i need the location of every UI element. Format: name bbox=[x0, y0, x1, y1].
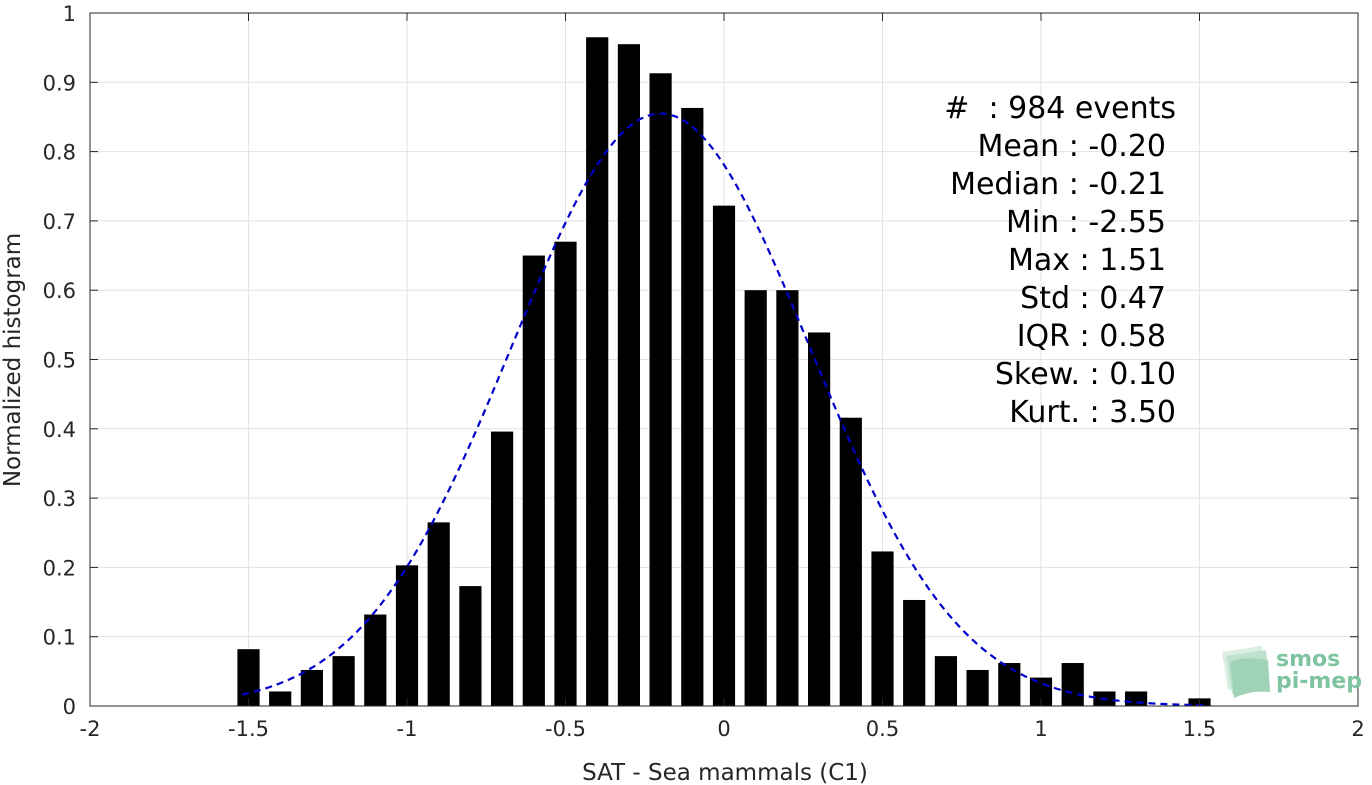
histogram-bar bbox=[554, 241, 577, 706]
axes bbox=[89, 12, 1359, 707]
logo-line-2: pi-mep bbox=[1276, 669, 1362, 694]
histogram-bar bbox=[776, 290, 799, 706]
y-axis-title: Normalized histogram bbox=[0, 233, 26, 487]
y-tick-label: 0.1 bbox=[43, 626, 76, 650]
x-tick-label: 2 bbox=[1351, 717, 1364, 741]
stat-std: Std : 0.47 bbox=[1020, 281, 1166, 316]
x-tick-label: 0.5 bbox=[866, 717, 899, 741]
histogram-bar bbox=[395, 565, 419, 706]
x-tick-label: -0.5 bbox=[545, 717, 586, 741]
y-tick-label: 0.6 bbox=[43, 279, 76, 303]
logo-line-1: smos bbox=[1276, 647, 1340, 672]
histogram-bar bbox=[712, 205, 736, 707]
histogram-bar bbox=[1061, 663, 1084, 706]
stat-iqr: IQR : 0.58 bbox=[1017, 319, 1166, 354]
histogram-bar bbox=[269, 691, 292, 706]
histogram-bar bbox=[237, 649, 260, 706]
histogram-bar bbox=[617, 44, 640, 707]
stats-box: # : 984 events Mean : -0.20 Median : -0.… bbox=[944, 91, 1176, 430]
histogram-bar bbox=[903, 599, 926, 706]
histogram-bar bbox=[586, 37, 609, 706]
histogram-bar bbox=[839, 417, 862, 706]
x-tick-label: 1.5 bbox=[1183, 717, 1216, 741]
stat-max: Max : 1.51 bbox=[1008, 243, 1166, 278]
smos-pimep-logo: smos pi-mep bbox=[1222, 646, 1362, 698]
logo-wave-icon bbox=[1222, 646, 1270, 698]
histogram-bar bbox=[491, 431, 514, 706]
histogram-bar bbox=[681, 107, 704, 707]
y-tick-label: 0.7 bbox=[43, 210, 76, 234]
histogram-bar bbox=[744, 290, 767, 706]
y-tick-label: 0 bbox=[63, 695, 76, 719]
histogram-bar bbox=[522, 255, 545, 707]
fit-curve bbox=[241, 112, 1206, 707]
stat-median: Median : -0.21 bbox=[950, 167, 1166, 202]
stat-kurt: Kurt. : 3.50 bbox=[1009, 395, 1176, 430]
y-tick-label: 1 bbox=[63, 2, 76, 26]
x-tick-label: -1 bbox=[397, 717, 418, 741]
x-axis-title: SAT - Sea mammals (C1) bbox=[582, 760, 868, 785]
stat-skew: Skew. : 0.10 bbox=[995, 357, 1176, 392]
histogram-bar bbox=[998, 663, 1021, 706]
histogram-bar bbox=[459, 586, 482, 706]
histogram-bar bbox=[808, 332, 831, 706]
x-tick-label: 0 bbox=[717, 717, 730, 741]
histogram-bar bbox=[332, 656, 355, 706]
histogram-bar bbox=[427, 522, 450, 706]
stat-mean: Mean : -0.20 bbox=[977, 129, 1166, 164]
x-tick-label: -2 bbox=[80, 717, 101, 741]
histogram-bar bbox=[300, 669, 323, 706]
y-tick-label: 0.8 bbox=[43, 141, 76, 165]
y-tick-label: 0.3 bbox=[43, 487, 76, 511]
histogram-bar bbox=[1125, 691, 1148, 706]
fit-curve-layer bbox=[241, 112, 1206, 707]
y-tick-label: 0.4 bbox=[43, 418, 76, 442]
y-tick-label: 0.5 bbox=[43, 349, 76, 373]
y-tick-label: 0.9 bbox=[43, 71, 76, 95]
x-tick-label: 1 bbox=[1034, 717, 1047, 741]
histogram-bars bbox=[237, 37, 1211, 707]
stat-min: Min : -2.55 bbox=[1006, 205, 1166, 240]
histogram-bar bbox=[966, 669, 989, 706]
y-tick-label: 0.2 bbox=[43, 556, 76, 580]
stat-count: # : 984 events bbox=[944, 91, 1176, 126]
histogram-bar bbox=[364, 614, 387, 706]
histogram-bar bbox=[649, 73, 672, 706]
tick-labels: -2 -1.5 -1 -0.5 0 0.5 1 1.5 2 0 0.1 0.2 0.3 0.4 0.5 0.6… bbox=[43, 2, 1365, 741]
histogram-bar bbox=[934, 656, 957, 706]
histogram-bar bbox=[871, 551, 894, 706]
x-tick-label: -1.5 bbox=[228, 717, 269, 741]
